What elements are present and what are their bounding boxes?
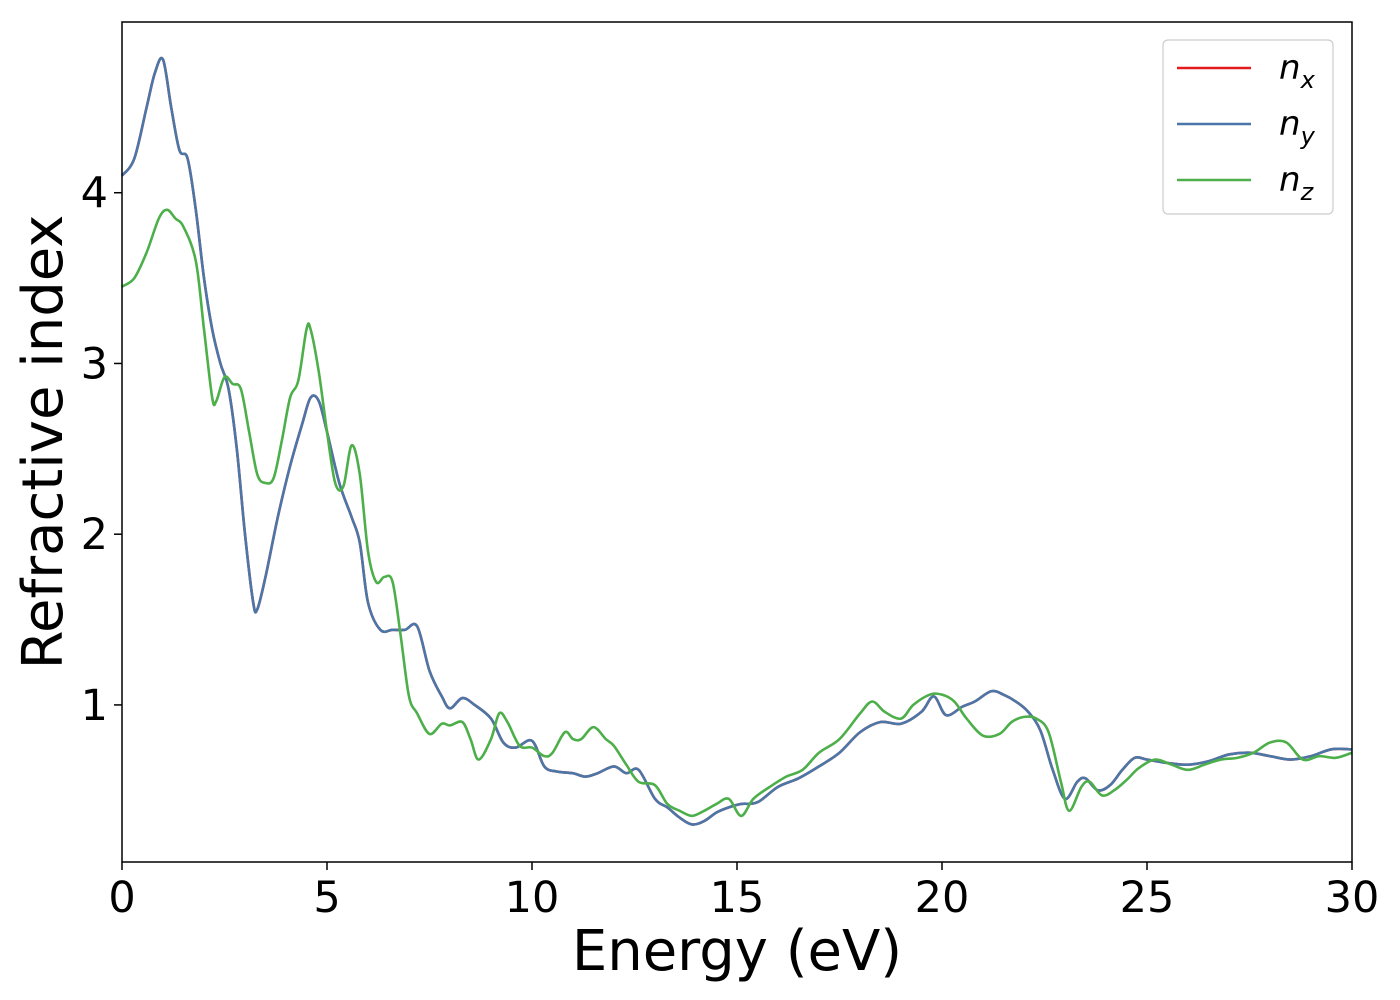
x-tick-label: 15 [710, 873, 765, 923]
x-tick-label: 20 [915, 873, 970, 923]
x-axis: 0 5 10 15 20 25 30 [108, 862, 1379, 923]
y-axis-title: Refractive index [11, 215, 76, 670]
y-tick-label: 2 [81, 510, 108, 560]
legend-label-x: nx [1279, 48, 1316, 94]
legend-box [1162, 39, 1334, 215]
x-tick-label: 30 [1325, 873, 1380, 923]
y-axis: 1 2 3 4 [81, 169, 122, 731]
series-line-z [121, 208, 1353, 818]
x-tick-label: 5 [313, 873, 340, 923]
x-tick-label: 10 [505, 873, 560, 923]
y-tick-label: 3 [81, 339, 108, 389]
x-tick-label: 25 [1120, 873, 1175, 923]
legend: nx ny nz [1162, 39, 1334, 215]
legend-label-z: nz [1279, 160, 1315, 206]
y-tick-label: 4 [81, 169, 108, 219]
x-tick-label: 0 [108, 873, 135, 923]
series-lines [120, 56, 1353, 826]
x-axis-title: Energy (eV) [572, 919, 902, 984]
y-tick-label: 1 [81, 681, 108, 731]
legend-label-y: ny [1279, 104, 1316, 150]
series-line-y [120, 56, 1353, 826]
